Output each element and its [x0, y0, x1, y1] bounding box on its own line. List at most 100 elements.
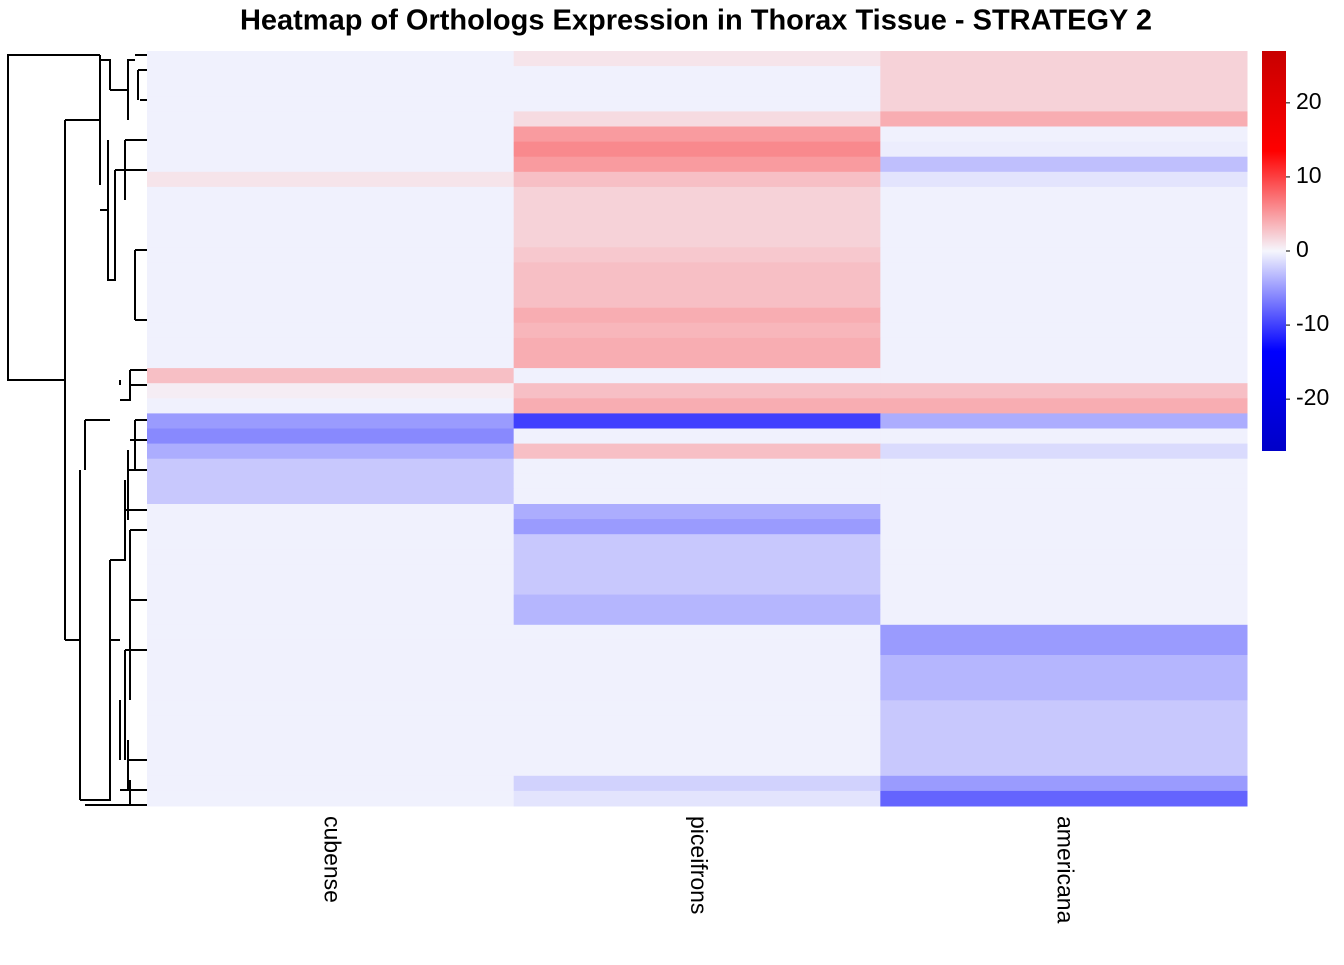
- heatmap-cell: [513, 307, 881, 324]
- heatmap-cell: [880, 262, 1248, 278]
- heatmap-cell: [513, 96, 881, 112]
- heatmap-cell: [513, 413, 881, 429]
- heatmap-cell: [880, 292, 1248, 309]
- heatmap-cell: [513, 111, 881, 127]
- heatmap-cell: [147, 307, 515, 324]
- heatmap-cell: [513, 292, 881, 309]
- heatmap-cell: [147, 383, 515, 399]
- heatmap-cell: [513, 639, 881, 656]
- heatmap-cell: [147, 202, 515, 218]
- heatmap-cell: [513, 262, 881, 278]
- heatmap-cell: [880, 624, 1248, 641]
- heatmap-cell: [513, 760, 881, 777]
- heatmap-cell: [880, 353, 1248, 369]
- heatmap-cell: [147, 549, 515, 565]
- heatmap-cell: [147, 51, 515, 67]
- heatmap-cell: [880, 443, 1248, 460]
- heatmap-cell: [513, 337, 881, 354]
- heatmap-cell: [513, 141, 881, 158]
- heatmap-cell: [513, 126, 881, 143]
- heatmap-cell: [147, 609, 515, 626]
- heatmap-cell: [880, 745, 1248, 762]
- heatmap-cell: [513, 594, 881, 611]
- column-label: piceifrons: [686, 816, 712, 914]
- heatmap-cell: [880, 760, 1248, 777]
- heatmap-cell: [513, 383, 881, 399]
- heatmap-cell: [147, 428, 515, 445]
- heatmap-cell: [880, 519, 1248, 535]
- heatmap-cell: [147, 624, 515, 641]
- column-label: cubense: [319, 816, 345, 903]
- heatmap-cell: [147, 700, 515, 716]
- heatmap-cell: [880, 655, 1248, 671]
- heatmap-cell: [147, 685, 515, 701]
- heatmap-cell: [513, 685, 881, 701]
- heatmap-cell: [513, 368, 881, 384]
- heatmap-cell: [880, 247, 1248, 263]
- heatmap-cell: [147, 534, 515, 550]
- column-label: americana: [1053, 816, 1079, 924]
- heatmap-cell: [513, 745, 881, 762]
- heatmap-cell: [147, 443, 515, 460]
- colorbar-tick-label: -10: [1296, 310, 1329, 336]
- heatmap-cell: [147, 504, 515, 520]
- heatmap-cell: [513, 519, 881, 535]
- heatmap-cell: [147, 564, 515, 580]
- heatmap-cell: [513, 353, 881, 369]
- colorbar-tick-label: 20: [1296, 88, 1322, 114]
- heatmap-cell: [880, 715, 1248, 731]
- heatmap-cell: [147, 775, 515, 792]
- heatmap-cell: [880, 322, 1248, 339]
- heatmap-cell: [513, 549, 881, 565]
- heatmap-cell: [147, 519, 515, 535]
- heatmap-cell: [880, 458, 1248, 475]
- heatmap-cell: [880, 96, 1248, 112]
- heatmap-cell: [880, 398, 1248, 414]
- heatmap-cell: [513, 655, 881, 671]
- heatmap-cell: [880, 594, 1248, 611]
- heatmap-cell: [513, 504, 881, 520]
- heatmap-cell: [147, 292, 515, 309]
- heatmap-cell: [147, 337, 515, 354]
- heatmap-cell: [513, 534, 881, 550]
- heatmap-cell: [513, 473, 881, 490]
- heatmap-cell: [147, 790, 515, 807]
- heatmap-cell: [880, 277, 1248, 294]
- chart-title: Heatmap of Orthologs Expression in Thora…: [240, 5, 1152, 37]
- heatmap-cell: [880, 51, 1248, 67]
- heatmap-cell: [147, 353, 515, 369]
- colorbar-tick-label: 10: [1296, 162, 1322, 188]
- heatmap-cell: [880, 66, 1248, 82]
- heatmap-cell: [513, 564, 881, 580]
- heatmap-cell: [880, 639, 1248, 656]
- heatmap-cell: [513, 624, 881, 641]
- heatmap-cell: [513, 790, 881, 807]
- heatmap-cell: [880, 171, 1248, 188]
- heatmap-cell: [880, 564, 1248, 580]
- heatmap-cell: [880, 579, 1248, 596]
- heatmap-cell: [147, 745, 515, 762]
- heatmap-cell: [513, 609, 881, 626]
- heatmap-cell: [147, 730, 515, 747]
- heatmap-cell: [880, 549, 1248, 565]
- heatmap-cell: [147, 217, 515, 233]
- heatmap-cell: [513, 398, 881, 414]
- colorbar-tick-label: 0: [1296, 236, 1309, 262]
- heatmap-cell: [880, 307, 1248, 324]
- heatmap-cell: [880, 337, 1248, 354]
- heatmap-cell: [147, 473, 515, 490]
- heatmap-cell: [513, 217, 881, 233]
- heatmap-cell: [513, 428, 881, 445]
- heatmap-cell: [147, 156, 515, 173]
- heatmap-cell: [513, 81, 881, 97]
- colorbar-tick-label: -20: [1296, 384, 1329, 410]
- heatmap-cell: [147, 594, 515, 611]
- heatmap-cell: [147, 488, 515, 505]
- heatmap-cell: [880, 126, 1248, 143]
- heatmap-cell: [147, 232, 515, 248]
- heatmap-cell: [147, 186, 515, 203]
- heatmap-cell: [513, 247, 881, 263]
- heatmap-cell: [147, 715, 515, 731]
- heatmap-cell: [880, 730, 1248, 747]
